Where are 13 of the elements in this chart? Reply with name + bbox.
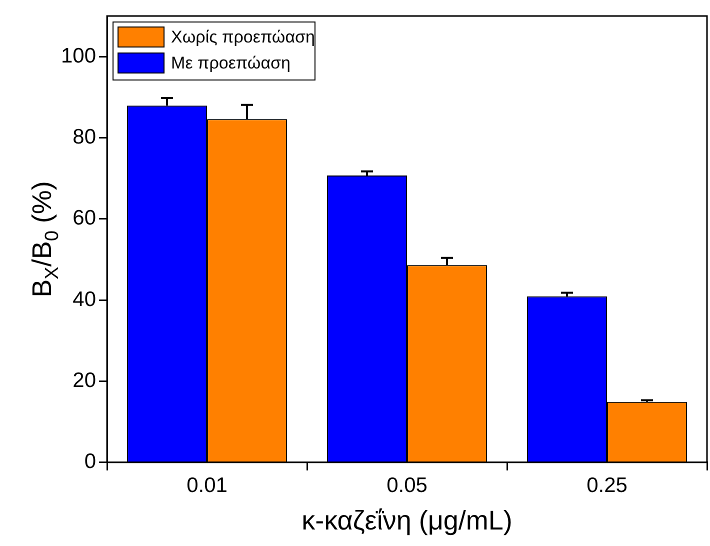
legend-label: Με προεπώαση bbox=[171, 54, 290, 73]
y-tick-label: 0 bbox=[84, 450, 96, 474]
y-tick-label: 60 bbox=[72, 206, 96, 230]
x-tick-label: 0.05 bbox=[386, 474, 428, 497]
y-axis-title: BX/B0 (%) bbox=[27, 181, 63, 298]
x-tick-label: 0.25 bbox=[586, 474, 628, 497]
legend-label: Χωρίς προεπώαση bbox=[171, 28, 315, 47]
y-tick-label: 100 bbox=[60, 44, 96, 68]
x-tick-label: 0.01 bbox=[186, 474, 228, 497]
x-axis-title: κ-καζεΐνη (μg/mL) bbox=[302, 505, 512, 536]
y-tick-label: 80 bbox=[72, 126, 96, 149]
y-tick-label: 20 bbox=[72, 369, 96, 392]
y-tick-label: 40 bbox=[72, 288, 96, 311]
